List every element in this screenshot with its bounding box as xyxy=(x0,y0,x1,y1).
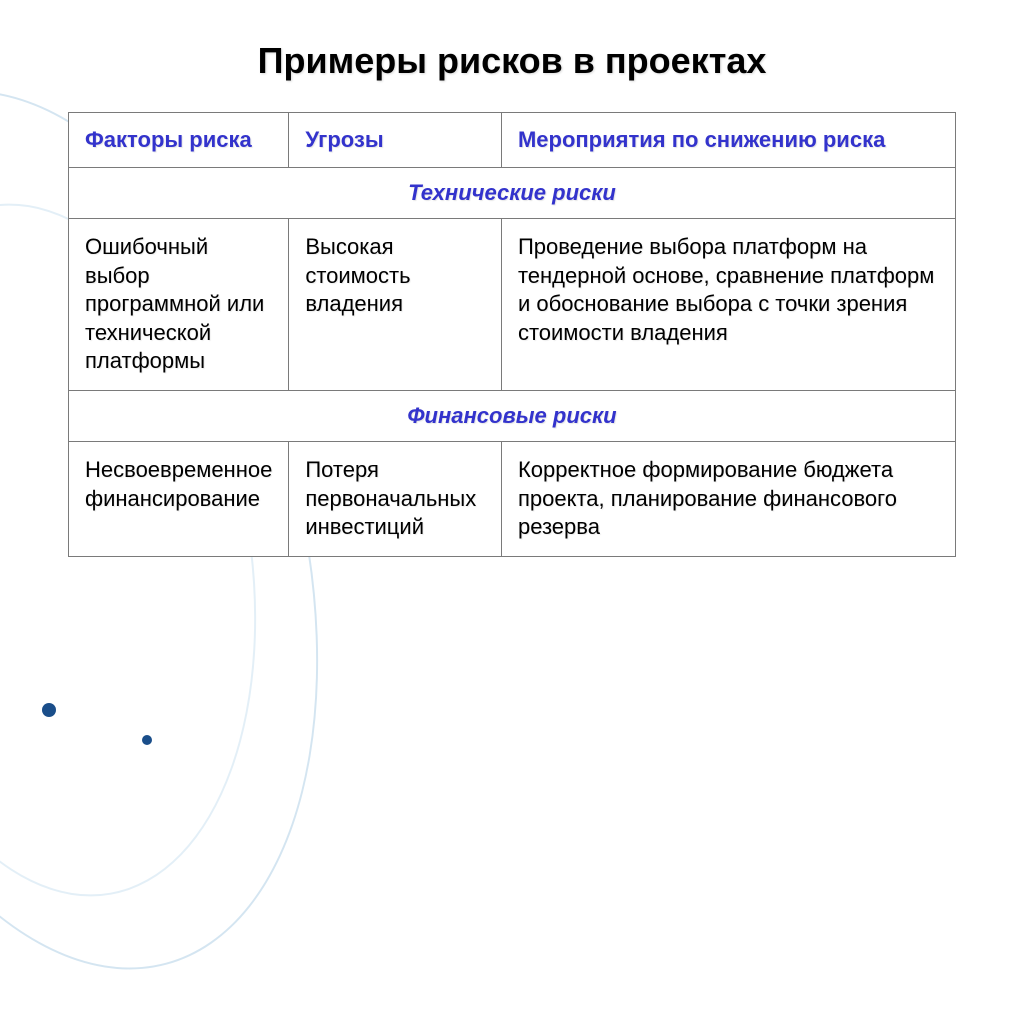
category-row-technical: Технические риски xyxy=(69,168,956,219)
risk-table: Факторы риска Угрозы Мероприятия по сниж… xyxy=(68,112,956,557)
table-header-row: Факторы риска Угрозы Мероприятия по сниж… xyxy=(69,113,956,168)
cell-factor: Ошибочный выбор программной или техничес… xyxy=(69,219,289,391)
slide-content: Примеры рисков в проектах Факторы риска … xyxy=(0,0,1024,557)
column-header-factors: Факторы риска xyxy=(69,113,289,168)
table-row: Несвоевременное финансирование Потеря пе… xyxy=(69,441,956,556)
cell-mitigation: Корректное формирование бюджета проекта,… xyxy=(501,441,955,556)
decorative-dot xyxy=(142,735,152,745)
cell-threat: Высокая стоимость владения xyxy=(289,219,502,391)
decorative-dot xyxy=(42,703,56,717)
category-row-financial: Финансовые риски xyxy=(69,390,956,441)
category-label-financial: Финансовые риски xyxy=(69,390,956,441)
table-row: Ошибочный выбор программной или техничес… xyxy=(69,219,956,391)
column-header-threats: Угрозы xyxy=(289,113,502,168)
category-label-technical: Технические риски xyxy=(69,168,956,219)
cell-threat: Потеря первоначальных инвестиций xyxy=(289,441,502,556)
cell-mitigation: Проведение выбора платформ на тендерной … xyxy=(501,219,955,391)
column-header-mitigation: Мероприятия по снижению риска xyxy=(501,113,955,168)
cell-factor: Несвоевременное финансирование xyxy=(69,441,289,556)
page-title: Примеры рисков в проектах xyxy=(40,40,984,82)
